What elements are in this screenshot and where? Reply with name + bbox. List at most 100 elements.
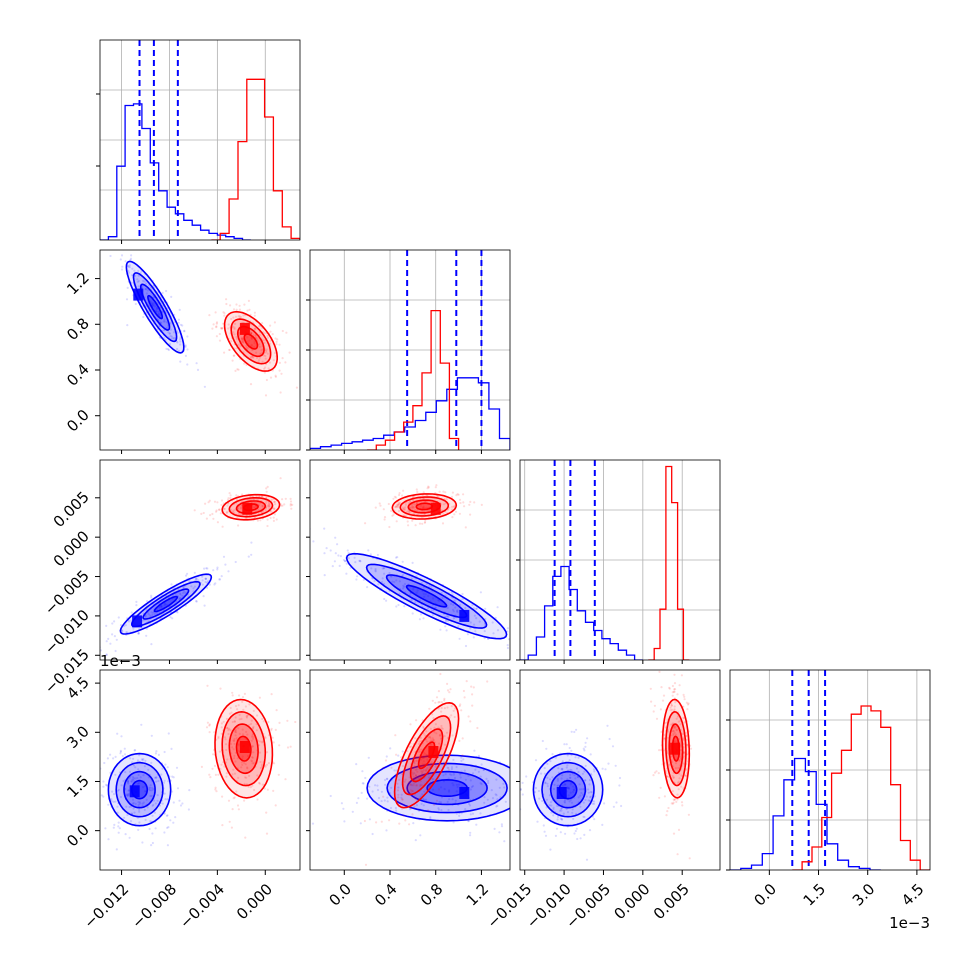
contour-line	[405, 584, 448, 608]
sample-point	[401, 750, 404, 753]
sample-point	[577, 770, 580, 774]
sample-point	[179, 804, 183, 807]
histogram-step-series-1	[211, 78, 300, 240]
sample-point	[237, 368, 240, 371]
sample-point	[608, 737, 611, 741]
sample-point	[245, 776, 248, 779]
sample-point	[229, 304, 232, 307]
sample-point	[304, 539, 306, 541]
sample-point	[178, 598, 181, 601]
sample-point	[604, 768, 607, 771]
sample-point	[396, 505, 399, 508]
sample-point	[221, 525, 224, 528]
sample-point	[683, 695, 686, 698]
sample-point	[267, 501, 270, 504]
sample-point	[251, 726, 255, 729]
sample-point	[251, 727, 255, 730]
sample-point	[579, 794, 582, 797]
sample-point	[254, 336, 257, 339]
sample-point	[186, 363, 189, 366]
sample-point	[257, 325, 261, 328]
sample-point	[583, 749, 586, 752]
sample-point	[414, 524, 417, 527]
sample-point	[234, 560, 237, 564]
sample-point	[247, 785, 250, 788]
sample-point	[566, 786, 569, 789]
sample-point	[541, 799, 544, 803]
sample-point	[208, 314, 211, 317]
sample-point	[235, 308, 238, 311]
sample-point	[419, 599, 422, 602]
x-tick-label: 0.8	[417, 880, 447, 910]
sample-point	[258, 782, 261, 785]
sample-point	[469, 621, 472, 624]
sample-point	[685, 701, 689, 704]
sample-point	[469, 788, 472, 791]
sample-point	[584, 779, 587, 782]
sample-point	[354, 561, 357, 564]
sample-point	[218, 508, 221, 511]
sample-point	[545, 798, 549, 801]
sample-point	[655, 770, 658, 773]
sample-point	[203, 385, 206, 388]
sample-point	[437, 701, 440, 704]
sample-point	[130, 274, 134, 277]
sample-point	[390, 509, 393, 513]
sample-point	[274, 503, 277, 506]
sample-point	[422, 592, 425, 595]
sample-point	[151, 832, 154, 835]
sample-point	[580, 788, 583, 791]
sample-point	[366, 586, 369, 589]
sample-point	[102, 795, 105, 798]
sample-point	[250, 759, 253, 762]
sample-point	[450, 495, 454, 498]
histogram-step-series-1	[648, 465, 690, 660]
sample-point	[411, 790, 414, 793]
sample-point	[469, 813, 472, 816]
sample-point	[460, 759, 463, 763]
sample-point	[231, 694, 234, 697]
sample-point	[364, 863, 368, 866]
sample-point	[442, 490, 445, 493]
sample-point	[416, 589, 419, 592]
sample-point	[669, 709, 672, 712]
sample-point	[261, 495, 264, 498]
sample-point	[411, 813, 414, 816]
sample-point	[564, 783, 567, 786]
sample-point	[178, 597, 181, 600]
sample-point	[383, 516, 387, 519]
sample-point	[435, 696, 439, 699]
sample-point	[674, 762, 678, 765]
sample-point	[142, 786, 145, 789]
y-tick-label: 1.2	[63, 269, 93, 299]
sample-point	[161, 767, 164, 770]
sample-point	[242, 341, 245, 344]
sample-point	[126, 781, 130, 784]
sample-point	[452, 821, 455, 824]
sample-point	[119, 752, 122, 755]
sample-point	[450, 766, 454, 769]
sample-point	[581, 772, 585, 775]
y-tick-label: 3.0	[63, 722, 93, 752]
sample-point	[240, 315, 243, 319]
sample-point	[572, 790, 575, 794]
sample-point	[251, 756, 254, 759]
sample-point	[160, 605, 163, 608]
sample-point	[254, 327, 257, 330]
sample-point	[106, 757, 109, 760]
sample-point	[449, 602, 453, 606]
sample-point	[486, 798, 489, 801]
sample-point	[283, 503, 286, 506]
sample-point	[208, 723, 211, 726]
sample-point	[374, 506, 377, 509]
sample-point	[618, 784, 621, 787]
sample-point	[208, 499, 211, 502]
sample-point	[453, 505, 456, 508]
sample-point	[670, 755, 673, 758]
sample-point	[674, 725, 677, 728]
sample-point	[402, 814, 405, 817]
sample-point	[454, 510, 458, 513]
sample-point	[229, 706, 232, 710]
sample-point	[261, 360, 264, 363]
sample-point	[153, 776, 157, 779]
